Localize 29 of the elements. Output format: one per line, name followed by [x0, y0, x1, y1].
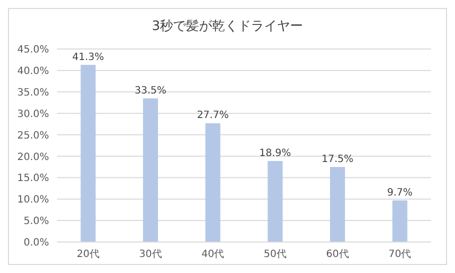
x-tick-label: 50代 [264, 249, 287, 260]
bar [392, 200, 408, 242]
x-tick-label: 40代 [201, 249, 224, 260]
y-tick-label: 20.0% [17, 152, 49, 163]
y-tick-label: 0.0% [24, 238, 49, 249]
y-tick-label: 35.0% [17, 87, 49, 98]
chart-title: 3秒で髪が乾くドライヤー [150, 18, 304, 36]
y-tick-label: 30.0% [17, 108, 49, 120]
x-tick-label: 30代 [139, 249, 162, 260]
data-label: 33.5% [134, 85, 166, 96]
data-label: 9.7% [387, 187, 413, 198]
bar [268, 160, 283, 242]
bar [205, 123, 220, 242]
bar [80, 64, 96, 242]
x-tick-label: 70代 [388, 249, 412, 260]
data-label: 27.7% [196, 110, 229, 122]
y-tick-label: 40.0% [17, 66, 49, 77]
y-tick-label: 45.0% [17, 44, 49, 56]
data-label: 18.9% [259, 148, 292, 159]
y-tick-label: 25.0% [17, 130, 49, 142]
data-label: 17.5% [322, 154, 354, 165]
x-tick-label: 60代 [326, 249, 349, 260]
data-label: 41.3% [72, 52, 104, 63]
y-tick-label: 15.0% [17, 173, 49, 184]
x-tick-label: 20代 [76, 249, 100, 260]
bar [143, 98, 158, 242]
y-tick-label: 5.0% [24, 216, 49, 228]
bar [330, 166, 345, 242]
y-tick-label: 10.0% [17, 194, 49, 206]
